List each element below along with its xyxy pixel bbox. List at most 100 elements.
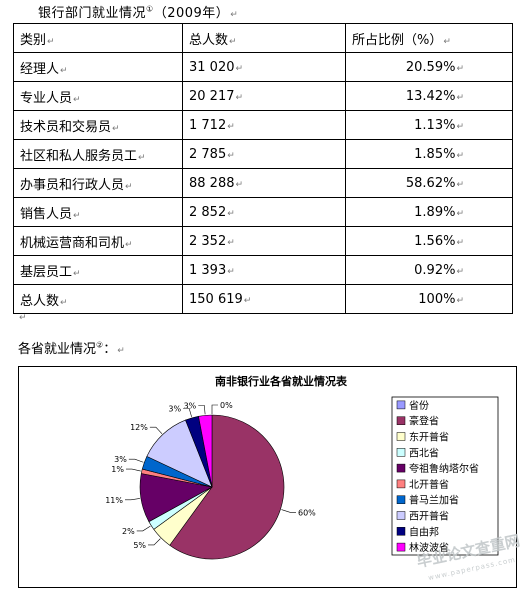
legend-entry: 自由邦 <box>409 525 439 538</box>
cell-total: 1 712↵ <box>182 110 346 140</box>
cell-end-mark: ↵ <box>235 179 244 190</box>
leader-line <box>148 538 161 546</box>
cell-end-mark: ↵ <box>443 36 451 47</box>
table-row: 社区和私人服务员工↵ 2 785↵ 1.85%↵ <box>13 139 513 169</box>
cell-category: 销售人员↵ <box>13 197 183 227</box>
cell-share: 1.89%↵ <box>345 197 513 227</box>
data-label: 12% <box>130 423 148 432</box>
data-label: 3% <box>184 401 197 410</box>
cell-end-mark: ↵ <box>456 92 464 103</box>
cell-category: 技术员和交易员↵ <box>13 110 183 140</box>
cell-end-mark: ↵ <box>227 237 235 248</box>
cell-end-mark: ↵ <box>73 210 81 221</box>
data-label: 11% <box>105 496 123 505</box>
cell-end-mark: ↵ <box>112 123 120 134</box>
cell-end-mark: ↵ <box>235 92 244 103</box>
cell-end-mark: ↵ <box>456 179 464 190</box>
data-label: 3% <box>168 404 181 413</box>
cell-end-mark: ↵ <box>138 152 146 163</box>
footnote-ref: ② <box>96 340 104 350</box>
cell-category: 专业人员↵ <box>13 81 183 111</box>
legend-entry: 西北省 <box>409 446 439 459</box>
cell-share: 1.56%↵ <box>345 226 513 256</box>
cell-category: 办事员和行政人员↵ <box>13 168 183 198</box>
cell-total: 2 352↵ <box>182 226 346 256</box>
data-label: 0% <box>220 401 233 410</box>
cell-end-mark: ↵ <box>456 121 464 132</box>
cell-end-mark: ↵ <box>47 36 55 47</box>
table-row: 经理人↵ 31 020↵ 20.59%↵ <box>13 52 513 82</box>
cell-category: 社区和私人服务员工↵ <box>13 139 183 169</box>
table-row: 专业人员↵ 20 217↵ 13.42%↵ <box>13 81 513 111</box>
legend-entry: 北开普省 <box>409 478 449 491</box>
cell-total: 2 785↵ <box>182 139 346 169</box>
pie-slice <box>169 414 285 560</box>
cell-total: 31 020↵ <box>182 52 346 82</box>
legend-swatch <box>396 542 406 552</box>
cell-category: 经理人↵ <box>13 52 183 82</box>
cell-end-mark: ↵ <box>456 266 464 277</box>
header-category: 类别↵ <box>13 23 183 53</box>
table-row: 基层员工↵ 1 393↵ 0.92%↵ <box>13 255 513 285</box>
cell-share: 1.85%↵ <box>345 139 513 169</box>
cell-end-mark: ↵ <box>456 150 464 161</box>
legend-swatch <box>396 416 406 425</box>
cell-category: 总人数↵ <box>13 284 183 314</box>
table-row: 办事员和行政人员↵ 88 288↵ 58.62%↵ <box>13 168 513 198</box>
legend-entry: 普马兰加省 <box>409 494 459 507</box>
cell-end-mark: ↵ <box>456 208 464 219</box>
cell-share: 100%↵ <box>345 284 513 314</box>
legend-entry: 西开普省 <box>409 510 449 523</box>
cell-total: 88 288↵ <box>182 168 346 198</box>
cell-total: 1 393↵ <box>182 255 346 285</box>
legend-swatch <box>396 432 406 441</box>
cell-end-mark: ↵ <box>456 237 464 248</box>
header-total: 总人数↵ <box>182 23 346 53</box>
cell-end-mark: ↵ <box>227 150 235 161</box>
leader-line <box>198 405 206 415</box>
leader-line <box>211 404 218 414</box>
cell-end-mark: ↵ <box>227 266 235 277</box>
pie-slice <box>198 414 213 488</box>
leader-line <box>281 509 296 513</box>
cell-end-mark: ↵ <box>456 295 464 306</box>
legend-entry: 东开普省 <box>409 431 449 444</box>
leader-line <box>125 498 140 501</box>
cell-share: 20.59%↵ <box>345 52 513 82</box>
cell-share: 13.42%↵ <box>345 81 513 111</box>
header-share: 所占比例（%）↵ <box>345 23 513 53</box>
section-title: 各省就业情况②：↵ <box>18 340 125 357</box>
paragraph-mark: ↵ <box>117 346 125 356</box>
cell-end-mark: ↵ <box>60 297 68 308</box>
cell-end-mark: ↵ <box>243 295 252 306</box>
leader-line <box>149 426 163 434</box>
cell-end-mark: ↵ <box>60 65 68 76</box>
footnote-ref: ① <box>146 4 154 14</box>
cell-share: 0.92%↵ <box>345 255 513 285</box>
cell-total: 2 852↵ <box>182 197 346 227</box>
legend-entry: 林波波省 <box>409 541 449 554</box>
cell-category: 机械运营商和司机↵ <box>13 226 183 256</box>
legend-entry: 省份 <box>409 399 429 412</box>
cell-end-mark: ↵ <box>125 181 133 192</box>
legend-swatch <box>396 495 406 504</box>
table-header-row: 类别↵ 总人数↵ 所占比例（%）↵ <box>13 23 513 53</box>
chart-title: 南非银行业各省就业情况表 <box>215 374 348 388</box>
employment-table: 类别↵ 总人数↵ 所占比例（%）↵ 经理人↵ 31 020↵ 20.59%↵ 专业人员↵ 20… <box>13 23 513 314</box>
data-label: 60% <box>298 508 316 517</box>
cell-total: 150 619↵ <box>182 284 346 314</box>
table-title: 银行部门就业情况①（2009年）↵ <box>38 4 239 21</box>
chart-legend <box>391 396 499 556</box>
table-row: 技术员和交易员↵ 1 712↵ 1.13%↵ <box>13 110 513 140</box>
data-label: 1% <box>111 465 124 474</box>
leader-line <box>128 458 144 463</box>
legend-swatch <box>396 511 406 520</box>
leader-line <box>183 407 192 417</box>
table-row: 销售人员↵ 2 852↵ 1.89%↵ <box>13 197 513 227</box>
table-row: 机械运营商和司机↵ 2 352↵ 1.56%↵ <box>13 226 513 256</box>
cell-end-mark: ↵ <box>227 208 235 219</box>
pie-chart-frame: 南非银行业各省就业情况表 0% 60% 5% 2% 11% 1% 3% 12% 3% 3% 省份 豪登省… <box>18 366 517 588</box>
legend-swatch <box>396 448 406 457</box>
cell-end-mark: ↵ <box>227 121 235 132</box>
